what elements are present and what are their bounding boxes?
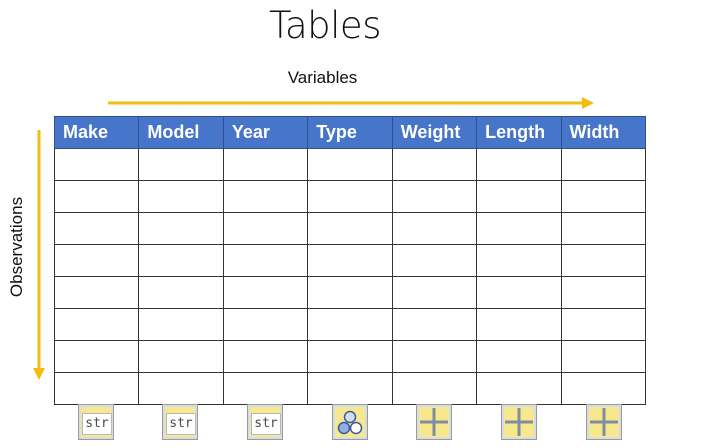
str-label: str — [251, 413, 281, 435]
table-cell — [476, 148, 562, 181]
string-type-icon: str — [162, 404, 198, 440]
table-cell — [307, 212, 393, 245]
table-cell — [391, 340, 478, 373]
table-cell — [391, 212, 478, 245]
column-header-model: Model — [138, 116, 224, 149]
table-cell — [560, 372, 647, 405]
table-row — [53, 180, 647, 213]
variables-arrow — [108, 97, 594, 109]
table-cell — [222, 372, 309, 405]
column-type-icons: str str str — [54, 404, 646, 442]
table-cell — [222, 244, 309, 277]
column-header-type: Type — [307, 116, 393, 149]
column-header-weight: Weight — [391, 116, 478, 149]
observations-arrow — [33, 130, 45, 380]
table-cell — [222, 212, 309, 245]
header-row: Make Model Year Type Weight Length Width — [53, 116, 647, 149]
table-row — [53, 372, 647, 405]
table-cell — [222, 276, 309, 309]
variables-label: Variables — [287, 68, 358, 87]
table-cell — [476, 212, 562, 245]
table-cell — [476, 244, 562, 277]
string-type-icon: str — [78, 404, 114, 440]
table-cell — [391, 276, 478, 309]
observations-label: Observations — [7, 196, 26, 298]
numeric-type-icon — [501, 404, 537, 440]
table-cell — [391, 244, 478, 277]
column-header-year: Year — [222, 116, 309, 149]
table-cell — [53, 180, 140, 213]
table-cell — [560, 148, 647, 181]
str-label: str — [166, 413, 196, 435]
table-row — [53, 244, 647, 277]
table-cell — [560, 276, 647, 309]
table-cell — [307, 148, 393, 181]
table-cell — [391, 148, 478, 181]
categorical-type-icon — [332, 404, 368, 440]
table-row — [53, 340, 647, 373]
table-row — [53, 148, 647, 181]
table-cell — [138, 340, 224, 373]
table-cell — [307, 308, 393, 341]
table-cell — [476, 308, 562, 341]
table-cell — [560, 340, 647, 373]
table-cell — [222, 340, 309, 373]
table-row — [53, 276, 647, 309]
table-cell — [53, 308, 140, 341]
table-cell — [138, 148, 224, 181]
table-cell — [476, 340, 562, 373]
column-header-width: Width — [560, 116, 647, 149]
table-cell — [560, 244, 647, 277]
table-cell — [560, 180, 647, 213]
table-cell — [138, 372, 224, 405]
numeric-type-icon — [416, 404, 452, 440]
table-cell — [138, 308, 224, 341]
table-cell — [391, 180, 478, 213]
page-title: Tables — [269, 4, 381, 47]
table-cell — [307, 180, 393, 213]
table-cell — [53, 372, 140, 405]
table-row — [53, 308, 647, 341]
table-cell — [222, 148, 309, 181]
str-label: str — [82, 413, 112, 435]
numeric-type-icon — [586, 404, 622, 440]
table-cell — [53, 244, 140, 277]
table-cell — [138, 180, 224, 213]
table-cell — [138, 276, 224, 309]
table-cell — [138, 212, 224, 245]
table-cell — [307, 244, 393, 277]
table-cell — [222, 308, 309, 341]
table-cell — [560, 308, 647, 341]
table-cell — [53, 340, 140, 373]
table-cell — [222, 180, 309, 213]
table-cell — [391, 372, 478, 405]
table-cell — [391, 308, 478, 341]
column-header-make: Make — [53, 116, 140, 149]
table-cell — [307, 340, 393, 373]
table-cell — [476, 276, 562, 309]
table-cell — [138, 244, 224, 277]
table-cell — [476, 180, 562, 213]
table-cell — [476, 372, 562, 405]
column-header-length: Length — [476, 116, 562, 149]
table-cell — [53, 212, 140, 245]
table-cell — [560, 212, 647, 245]
table-body — [53, 148, 647, 405]
table-cell — [307, 372, 393, 405]
data-table: Make Model Year Type Weight Length Width — [53, 116, 647, 405]
table-row — [53, 212, 647, 245]
table-cell — [53, 276, 140, 309]
table-cell — [53, 148, 140, 181]
string-type-icon: str — [247, 404, 283, 440]
table-cell — [307, 276, 393, 309]
